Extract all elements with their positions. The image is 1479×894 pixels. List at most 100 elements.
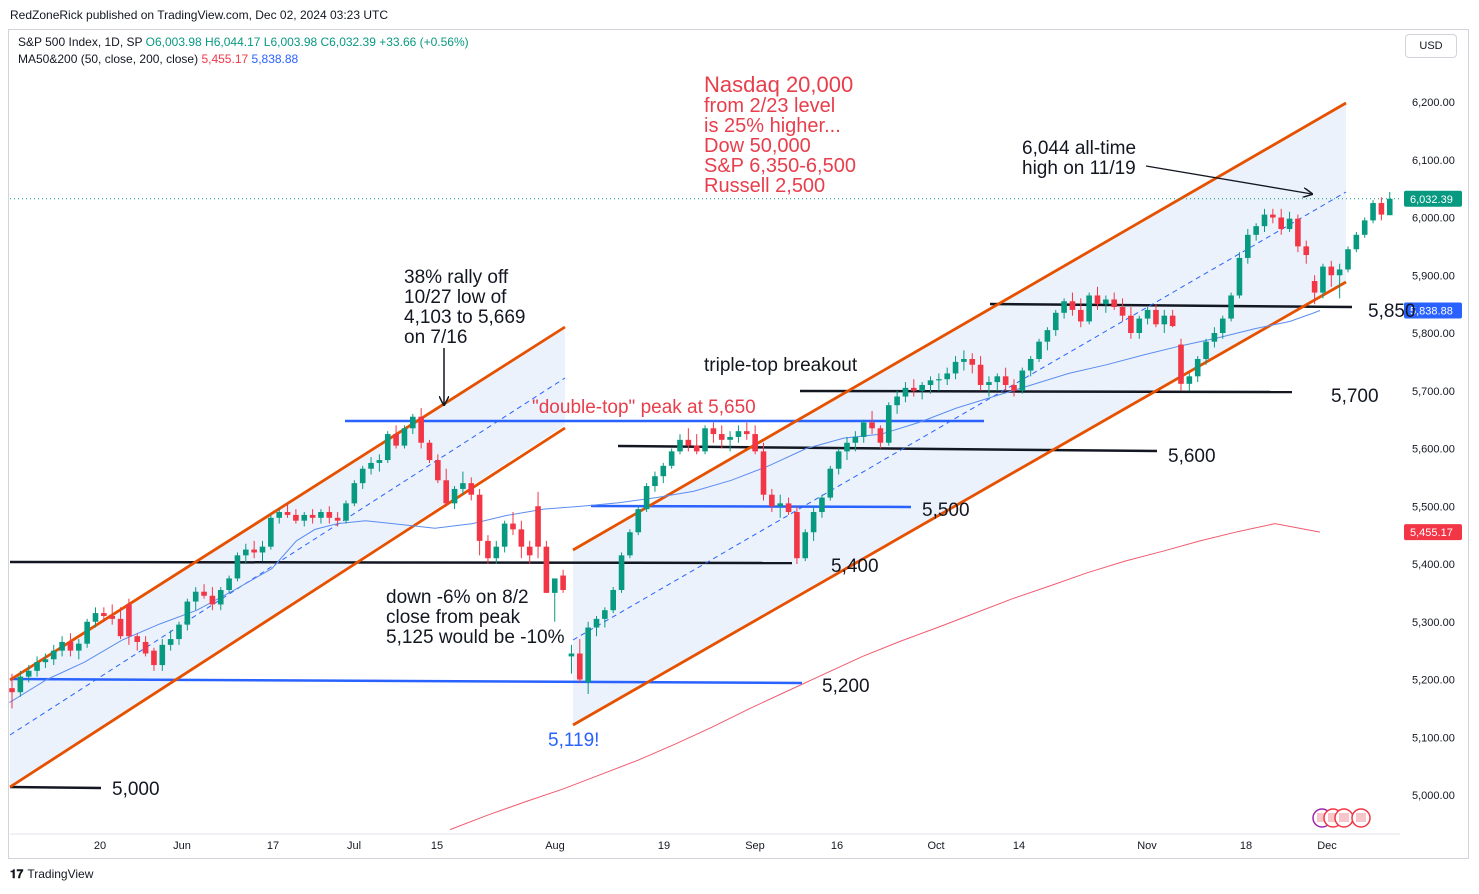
candle xyxy=(84,618,90,648)
candle-body xyxy=(59,641,65,651)
x-tick-label: Aug xyxy=(545,840,565,852)
candle-body xyxy=(1103,299,1109,305)
currency-button[interactable]: USD xyxy=(1405,34,1457,58)
candle xyxy=(217,587,224,611)
candle-body xyxy=(142,641,149,654)
candle-body xyxy=(151,650,157,666)
candle-body xyxy=(1261,214,1268,227)
candle xyxy=(760,442,767,501)
candle xyxy=(109,604,115,625)
annotation-text: 5,200 xyxy=(822,676,870,697)
candle-body xyxy=(460,483,466,489)
candle xyxy=(1136,315,1143,339)
y-tick-label: 5,500.00 xyxy=(1412,501,1455,513)
close-value: C6,032.39 xyxy=(320,35,376,49)
candle xyxy=(1311,275,1318,305)
candle xyxy=(501,520,508,553)
candle xyxy=(668,448,675,469)
channel-fill-2 xyxy=(573,103,1346,725)
candle-body xyxy=(243,549,249,556)
annotation-text: 5,500 xyxy=(922,500,970,521)
candle xyxy=(1086,292,1092,325)
candle xyxy=(410,413,416,435)
candle-body xyxy=(1219,318,1226,333)
candle xyxy=(969,353,976,374)
y-tick-label: 6,100.00 xyxy=(1412,155,1455,167)
candle xyxy=(702,425,708,455)
candle xyxy=(894,390,900,414)
candle xyxy=(1069,292,1076,316)
line-5500 xyxy=(590,504,912,509)
candle xyxy=(860,419,867,443)
candle-body xyxy=(877,428,884,443)
candle xyxy=(1027,356,1034,377)
y-tick-label: 5,100.00 xyxy=(1412,732,1455,744)
candle-body xyxy=(1178,344,1184,384)
candle-body xyxy=(309,514,316,518)
candle-body xyxy=(384,434,391,461)
annotation-text: high on 11/19 xyxy=(1022,158,1136,179)
candle xyxy=(1361,217,1368,238)
candle xyxy=(309,509,316,524)
candle-body xyxy=(268,517,274,547)
candle-body xyxy=(42,659,49,663)
candle-body xyxy=(919,384,925,391)
annotation-text: close from peak xyxy=(386,607,521,628)
candle-body xyxy=(827,468,834,498)
candle xyxy=(652,471,658,492)
x-tick-label: 16 xyxy=(831,840,843,852)
candle xyxy=(827,465,834,501)
candle-body xyxy=(334,517,341,521)
candle-body xyxy=(1361,220,1368,235)
annotation-text: down -6% on 8/2 xyxy=(386,587,529,608)
candle xyxy=(1194,356,1201,383)
channel-2-midline xyxy=(572,191,1347,641)
candle xyxy=(927,376,934,394)
candle xyxy=(234,552,241,582)
candle xyxy=(685,428,692,452)
candle xyxy=(1345,246,1351,273)
symbol-name[interactable]: S&P 500 Index, 1D, SP xyxy=(18,35,143,49)
candle-body xyxy=(25,670,32,677)
ma-label[interactable]: MA50&200 (50, close, 200, close) xyxy=(18,52,199,66)
candle-body xyxy=(201,591,207,596)
annotation-text: triple-top breakout xyxy=(704,355,858,376)
candle xyxy=(159,639,166,671)
candle-body xyxy=(1386,198,1393,216)
tradingview-logo-icon: 𝟏𝟕 xyxy=(10,867,24,881)
candle xyxy=(1019,367,1026,394)
candle xyxy=(543,540,550,593)
y-tick-label: 5,200.00 xyxy=(1412,675,1455,687)
annotation-text: Nasdaq 20,000 xyxy=(704,72,853,97)
candle-body xyxy=(1128,315,1134,333)
candle-body xyxy=(535,506,541,547)
candle xyxy=(1169,309,1176,328)
candle-body xyxy=(835,451,842,469)
candle xyxy=(802,529,809,562)
candle-body xyxy=(1286,218,1293,230)
candle xyxy=(568,644,575,674)
candle xyxy=(1253,223,1259,241)
candle-body xyxy=(944,373,950,380)
candle-body xyxy=(1002,376,1009,385)
y-tick-label: 6,200.00 xyxy=(1412,97,1455,109)
candle-body xyxy=(501,523,508,547)
candle xyxy=(184,598,191,631)
candle xyxy=(25,665,32,683)
candle xyxy=(752,425,758,455)
candle xyxy=(1002,367,1009,391)
candle-body xyxy=(543,546,550,593)
candle xyxy=(585,621,591,694)
candle-body xyxy=(443,480,449,504)
candle-body xyxy=(1320,266,1326,293)
candle-body xyxy=(668,451,675,466)
candle-body xyxy=(735,431,742,437)
price-badge xyxy=(1404,302,1462,319)
annotation-text: 5,400 xyxy=(831,556,879,577)
candle-body xyxy=(1194,358,1201,377)
ma-legend: MA50&200 (50, close, 200, close) 5,455.1… xyxy=(18,52,298,66)
line-5700 xyxy=(799,389,1293,394)
candle-body xyxy=(1345,249,1351,270)
candle-body xyxy=(351,483,358,504)
